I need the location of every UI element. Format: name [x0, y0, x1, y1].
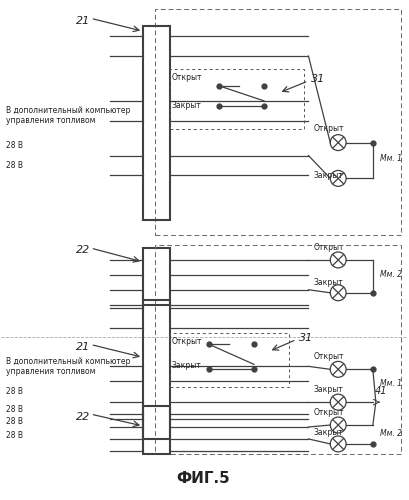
Text: 28 В: 28 В [7, 161, 23, 170]
Text: Закрыт: Закрыт [313, 278, 343, 287]
Text: ФИГ.5: ФИГ.5 [177, 471, 230, 486]
Text: 28 В: 28 В [7, 141, 23, 150]
Text: 28 В: 28 В [7, 404, 23, 413]
Text: Закрыт: Закрыт [172, 101, 202, 110]
Text: 22: 22 [76, 412, 90, 422]
Text: Закрыт: Закрыт [313, 172, 343, 180]
Text: Открыт: Открыт [172, 73, 202, 82]
Text: Открыт: Открыт [172, 336, 202, 345]
Text: 31: 31 [311, 74, 326, 84]
Bar [170, 69, 303, 128]
Bar [143, 248, 170, 304]
Text: 31: 31 [299, 332, 313, 342]
Text: 22: 22 [76, 245, 90, 255]
Text: Мм. 2: Мм. 2 [380, 270, 402, 280]
Text: 28 В: 28 В [7, 432, 23, 440]
Text: Закрыт: Закрыт [172, 362, 202, 370]
Text: Закрыт: Закрыт [313, 385, 343, 394]
Bar [155, 10, 400, 235]
Text: Открыт: Открыт [313, 124, 344, 132]
Bar [143, 300, 170, 439]
Text: Открыт: Открыт [313, 408, 344, 417]
Bar [143, 406, 170, 454]
Bar [155, 245, 400, 454]
Text: 28 В: 28 В [7, 386, 23, 396]
Text: 28 В: 28 В [7, 416, 23, 426]
Text: управления топливом: управления топливом [7, 367, 96, 376]
Text: Мм. 1: Мм. 1 [380, 154, 402, 163]
Text: В дополнительный компьютер: В дополнительный компьютер [7, 357, 131, 366]
Bar [170, 332, 289, 387]
Text: управления топливом: управления топливом [7, 116, 96, 125]
Text: Открыт: Открыт [313, 243, 344, 252]
Text: Закрыт: Закрыт [313, 428, 343, 437]
Text: 21: 21 [76, 342, 90, 352]
Text: В дополнительный компьютер: В дополнительный компьютер [7, 106, 131, 116]
Text: Открыт: Открыт [313, 352, 344, 362]
Bar [143, 26, 170, 220]
Text: 21: 21 [76, 16, 90, 26]
Text: 41: 41 [375, 386, 387, 396]
Text: Мм. 2: Мм. 2 [380, 430, 402, 438]
Text: Мм. 1: Мм. 1 [380, 379, 402, 388]
